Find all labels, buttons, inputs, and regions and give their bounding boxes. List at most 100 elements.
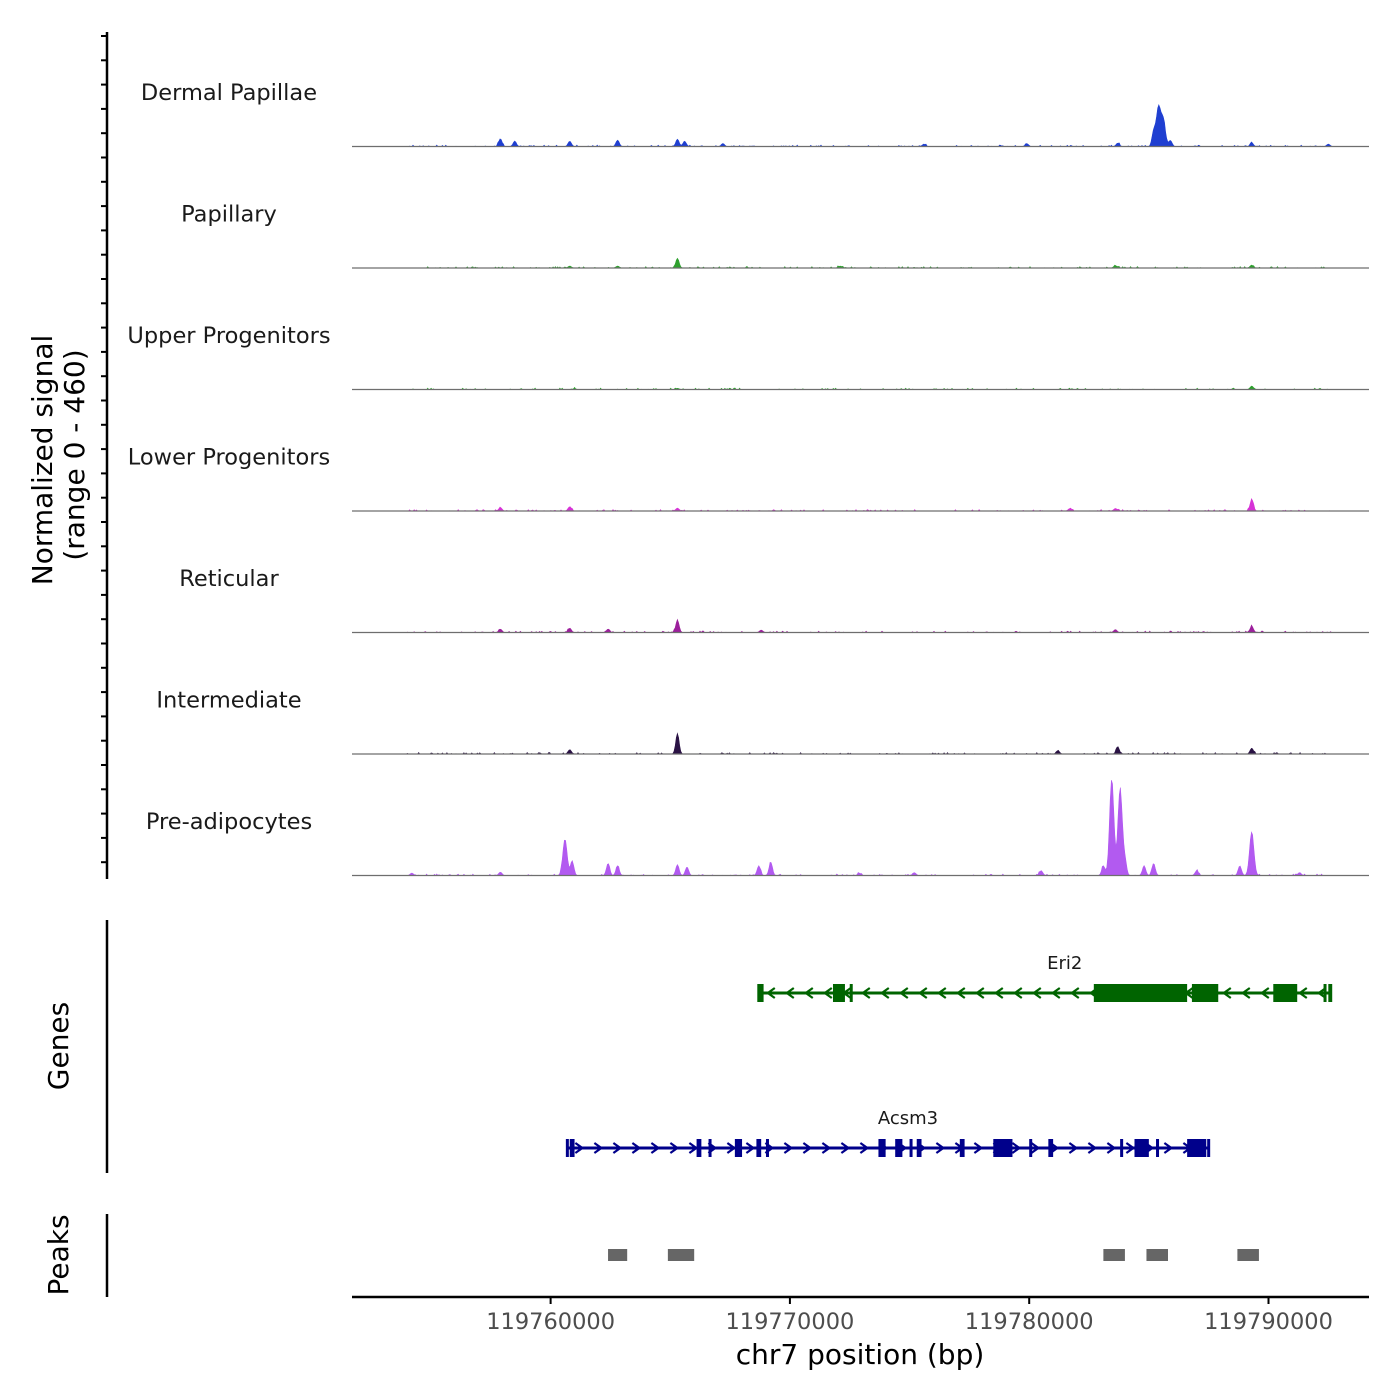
strand-arrow	[650, 1142, 661, 1154]
exon	[1156, 1139, 1160, 1157]
exon	[959, 1139, 965, 1157]
coverage-track: Dermal Papillae	[141, 80, 1369, 148]
genes-panel-label: Genes	[42, 1002, 75, 1090]
strand-arrow	[917, 987, 928, 999]
exon	[1191, 984, 1219, 1002]
strand-arrow	[765, 987, 776, 999]
strand-arrow	[1011, 1142, 1022, 1154]
strand-arrow	[783, 1142, 794, 1154]
exon	[849, 984, 853, 1002]
strand-arrow	[726, 1142, 737, 1154]
exon	[569, 1139, 575, 1157]
exon	[765, 1139, 769, 1157]
exon	[734, 1139, 743, 1157]
signal-area	[352, 498, 1369, 512]
strand-arrow	[974, 987, 985, 999]
strand-arrow	[1125, 1142, 1136, 1154]
signal-area	[352, 732, 1369, 755]
strand-arrow	[745, 1142, 756, 1154]
exon	[909, 1139, 913, 1157]
strand-arrow	[612, 1142, 623, 1154]
strand-arrow	[1031, 987, 1042, 999]
track-label: Reticular	[179, 566, 279, 592]
track-label: Pre-adipocytes	[146, 809, 312, 835]
exon	[1187, 1139, 1207, 1157]
track-label: Intermediate	[156, 688, 301, 714]
signal-area	[352, 780, 1369, 876]
peak-region	[667, 1249, 695, 1261]
signal-area	[352, 104, 1369, 147]
exon	[1134, 1139, 1149, 1157]
peak-region	[608, 1249, 628, 1261]
exon	[1093, 984, 1188, 1002]
x-tick-label: 119770000	[725, 1309, 854, 1335]
x-axis-ticks: 119760000 119770000 119780000 119790000	[486, 1297, 1333, 1335]
track-label: Dermal Papillae	[141, 80, 317, 106]
strand-arrow	[859, 1142, 870, 1154]
strand-arrow	[593, 1142, 604, 1154]
strand-arrow	[936, 987, 947, 999]
signal-area	[352, 257, 1369, 269]
strand-arrow	[669, 1142, 680, 1154]
x-axis-title: chr7 position (bp)	[736, 1338, 985, 1371]
exon	[1029, 1139, 1033, 1157]
strand-arrow	[1069, 987, 1080, 999]
strand-arrow	[688, 1142, 699, 1154]
coverage-track: Pre-adipocytes	[146, 780, 1369, 877]
x-tick-label: 119790000	[1204, 1309, 1333, 1335]
coverage-y-axis	[101, 32, 109, 879]
coverage-track: Reticular	[179, 566, 1369, 634]
exon	[708, 1139, 712, 1157]
peak-region	[1237, 1249, 1259, 1261]
strand-arrow	[955, 987, 966, 999]
exon	[1273, 984, 1298, 1002]
peak-region	[1103, 1249, 1125, 1261]
strand-arrow	[840, 1142, 851, 1154]
exon	[916, 1139, 922, 1157]
coverage-track: Intermediate	[156, 688, 1369, 755]
x-tick-label: 119780000	[965, 1309, 1094, 1335]
coverage-track: Papillary	[181, 202, 1369, 269]
exon	[756, 1139, 762, 1157]
strand-arrow	[993, 987, 1004, 999]
strand-arrow	[879, 987, 890, 999]
y-axis-subtitle: (range 0 - 460)	[58, 349, 91, 560]
gene-annotations: Eri2 Acsm3	[565, 953, 1333, 1157]
strand-arrow	[802, 1142, 813, 1154]
strand-arrow	[1087, 1142, 1098, 1154]
gene-model: Acsm3	[565, 1108, 1211, 1157]
exon	[878, 1139, 886, 1157]
strand-arrow	[1050, 987, 1061, 999]
strand-arrow	[1316, 987, 1327, 999]
strand-arrow	[803, 987, 814, 999]
signal-area	[352, 618, 1369, 633]
strand-arrow	[1106, 1142, 1117, 1154]
track-label: Upper Progenitors	[127, 323, 330, 349]
strand-arrow	[1259, 987, 1270, 999]
strand-arrow	[1068, 1142, 1079, 1154]
strand-arrow	[822, 987, 833, 999]
x-tick-label: 119760000	[486, 1309, 615, 1335]
y-axis-title: Normalized signal	[26, 335, 59, 586]
exon	[832, 984, 845, 1002]
strand-arrow	[1297, 987, 1308, 999]
strand-arrow	[860, 987, 871, 999]
exon	[895, 1139, 903, 1157]
strand-arrow	[631, 1142, 642, 1154]
strand-arrow	[1221, 987, 1232, 999]
strand-arrow	[574, 1142, 585, 1154]
strand-arrow	[784, 987, 795, 999]
strand-arrow	[898, 987, 909, 999]
strand-arrow	[1012, 987, 1023, 999]
gene-name: Acsm3	[878, 1108, 938, 1129]
exon	[1048, 1139, 1054, 1157]
exon	[1323, 984, 1327, 1002]
strand-arrow	[1240, 987, 1251, 999]
strand-arrow	[1030, 1142, 1041, 1154]
track-label: Papillary	[181, 202, 277, 228]
track-label: Lower Progenitors	[128, 445, 330, 471]
exon	[758, 984, 764, 1002]
strand-arrow	[935, 1142, 946, 1154]
strand-arrow	[973, 1142, 984, 1154]
